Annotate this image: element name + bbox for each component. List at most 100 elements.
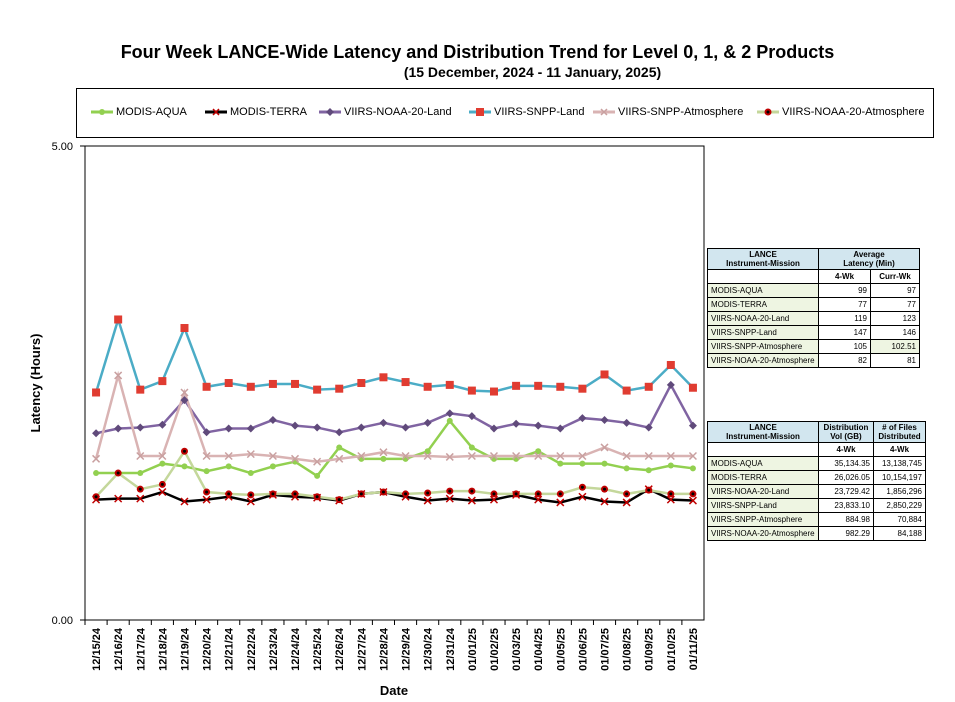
data-point-core [669,492,673,496]
data-point-core [691,492,695,496]
data-point [159,460,166,467]
table-cell-name: VIIRS-NOAA-20-Atmosphere [707,526,819,541]
x-tick-label: 12/28/24 [378,627,390,671]
data-point [180,324,189,333]
data-point [290,454,300,463]
data-point [402,490,410,498]
table-cell-value: 119 [818,311,871,326]
data-point [357,379,366,387]
data-point [534,490,542,498]
legend-marker-x-icon [205,108,227,116]
table-cell-name: VIIRS-SNPP-Land [707,325,819,340]
table-row: VIIRS-NOAA-20-Atmosphere 982.29 84,188 [707,526,926,541]
table-header [707,442,819,457]
data-point [335,428,344,437]
data-point [269,463,276,470]
data-point [246,424,255,433]
data-point-core [271,492,275,496]
table-subheader: 4-Wk [818,269,871,284]
data-point [467,412,476,421]
table-cell-name: MODIS-AQUA [707,456,819,471]
data-point [247,470,254,477]
data-point-core [182,449,186,453]
x-tick-label: 01/02/25 [489,628,501,671]
table-cell-value: 10,154,197 [873,470,926,485]
legend-item-viirs-snpp-land: VIIRS-SNPP-Land [469,106,584,118]
x-tick-label: 12/16/24 [113,627,125,671]
data-point-core [160,482,164,486]
legend-label: VIIRS-NOAA-20-Atmosphere [782,106,925,118]
data-point [556,498,565,507]
data-point [92,454,101,463]
table-cell-value: 2,850,229 [873,498,926,513]
data-point [314,472,321,479]
data-point [202,451,211,461]
data-point-core [514,492,518,496]
table-subheader: 4-Wk [873,442,926,457]
data-point [246,497,255,506]
table-cell-value: 23,833.10 [818,498,874,513]
data-point [445,409,454,418]
data-point-core [293,492,297,496]
data-point-core [492,492,496,496]
data-point [225,490,233,498]
series-line [95,382,695,435]
data-point [666,451,675,461]
data-point [445,380,454,389]
x-tick-label: 12/25/24 [312,627,324,671]
data-point [291,379,300,388]
data-point [158,420,167,429]
x-tick-label: 12/26/24 [334,627,346,671]
table-cell-name: VIIRS-SNPP-Land [707,498,819,513]
data-point [225,463,232,470]
data-point [203,468,210,475]
data-point [158,377,167,386]
data-point-core [580,485,584,489]
table-cell-value: 982.29 [818,526,874,541]
data-point [467,451,476,461]
data-point [556,490,564,498]
data-point [688,421,697,430]
data-point [291,421,300,430]
data-point [401,423,410,432]
table-header [707,269,819,284]
chart-title: Four Week LANCE-Wide Latency and Distrib… [120,42,835,62]
data-point [556,382,565,391]
data-point [335,496,343,504]
data-point [268,415,277,424]
table-cell-value: 70,884 [873,512,926,527]
data-point [114,371,123,380]
data-point [644,423,653,432]
table-cell-value: 1,856,296 [873,484,926,499]
data-point [202,428,211,437]
data-point-core [603,487,607,491]
data-point [688,451,697,461]
x-tick-label: 01/11/25 [688,628,700,670]
data-point-core [558,492,562,496]
data-point [401,451,410,461]
data-point [445,452,454,461]
data-point [379,373,388,382]
data-point [446,417,453,424]
table-cell-value: 26,026.05 [818,470,874,485]
table-cell-value: 82 [818,353,871,368]
data-point [512,381,521,390]
table-header: # of Files Distributed [873,421,926,443]
table-cell-value: 123 [870,311,920,326]
data-point [335,384,344,393]
y-axis-label: Latency (Hours) [28,334,43,433]
table-cell-name: VIIRS-NOAA-20-Land [707,484,819,499]
x-tick-label: 01/08/25 [622,628,634,671]
data-point-core [647,488,651,492]
legend-item-viirs-noaa20-atmosphere: VIIRS-NOAA-20-Atmosphere [757,106,924,118]
distribution-table: LANCE Instrument-Mission Distribution Vol … [707,421,926,541]
data-point [601,485,609,493]
x-axis-label: Date [380,683,408,698]
data-point [180,396,189,405]
data-point [158,487,167,497]
legend-marker-x-icon [593,108,615,116]
table-row: VIIRS-SNPP-Atmosphere 884.98 70,884 [707,512,926,527]
data-point-core [138,487,142,491]
data-point [600,415,609,424]
data-point-core [249,493,253,497]
